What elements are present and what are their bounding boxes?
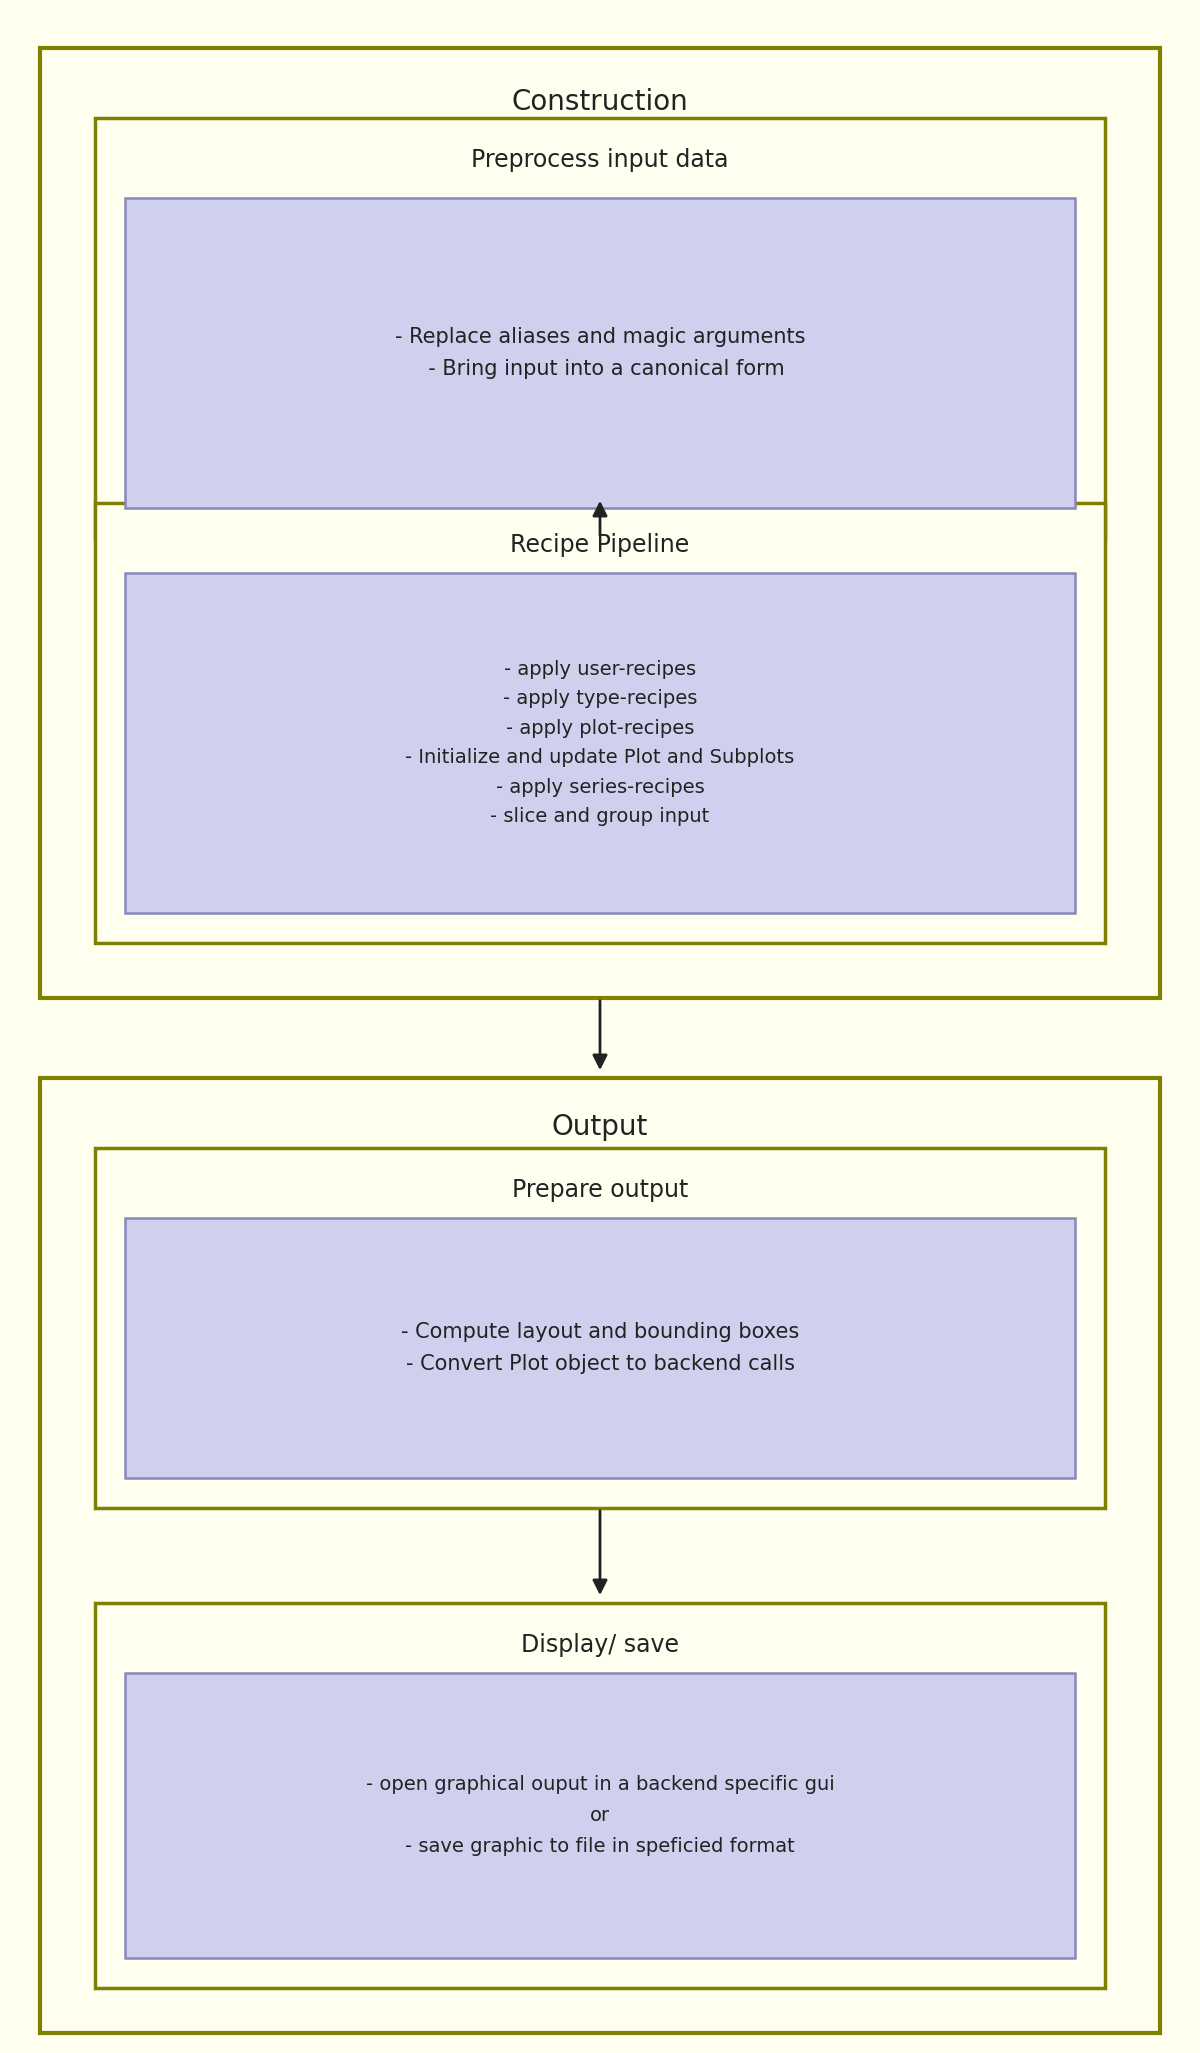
FancyBboxPatch shape [95, 1603, 1105, 1987]
Text: Output: Output [552, 1113, 648, 1141]
Text: Prepare output: Prepare output [512, 1178, 688, 1201]
Text: Recipe Pipeline: Recipe Pipeline [510, 534, 690, 556]
FancyBboxPatch shape [95, 1148, 1105, 1509]
FancyBboxPatch shape [40, 47, 1160, 998]
Text: - apply user-recipes
- apply type-recipes
- apply plot-recipes
- Initialize and : - apply user-recipes - apply type-recipe… [406, 659, 794, 825]
FancyBboxPatch shape [95, 117, 1105, 538]
Text: - Compute layout and bounding boxes
- Convert Plot object to backend calls: - Compute layout and bounding boxes - Co… [401, 1322, 799, 1373]
FancyBboxPatch shape [125, 197, 1075, 507]
FancyBboxPatch shape [40, 1078, 1160, 2032]
FancyBboxPatch shape [125, 1673, 1075, 1959]
Text: Preprocess input data: Preprocess input data [472, 148, 728, 172]
Text: - open graphical ouput in a backend specific gui
or
- save graphic to file in sp: - open graphical ouput in a backend spec… [366, 1776, 834, 1856]
FancyBboxPatch shape [125, 1217, 1075, 1478]
Text: - Replace aliases and magic arguments
  - Bring input into a canonical form: - Replace aliases and magic arguments - … [395, 326, 805, 380]
FancyBboxPatch shape [125, 573, 1075, 914]
FancyBboxPatch shape [95, 503, 1105, 942]
Text: Construction: Construction [511, 88, 689, 117]
Text: Display/ save: Display/ save [521, 1632, 679, 1657]
